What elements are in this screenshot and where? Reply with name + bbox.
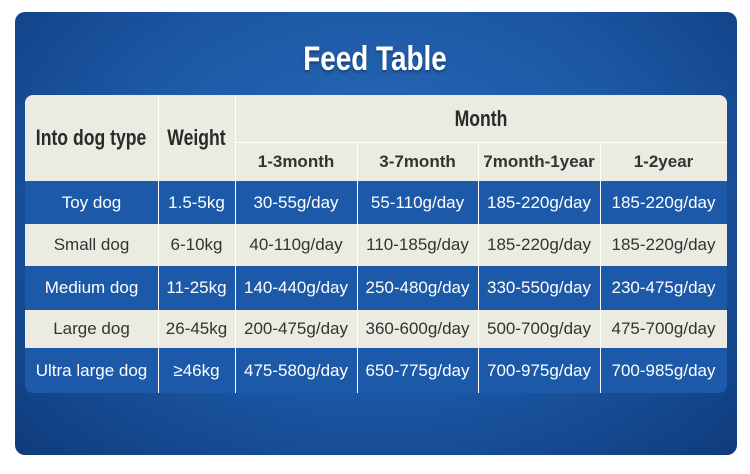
table-cell: Toy dog [25, 181, 158, 224]
table-cell: Ultra large dog [25, 348, 158, 393]
table-cell: 475-580g/day [235, 348, 357, 393]
column-header: Weight [158, 95, 235, 181]
subcolumn-header: 3-7month [357, 142, 478, 181]
table-cell: 11-25kg [158, 266, 235, 310]
table-cell: 185-220g/day [478, 224, 600, 266]
column-separator [600, 142, 601, 393]
table-cell: 1.5-5kg [158, 181, 235, 224]
table-cell: 230-475g/day [600, 266, 727, 310]
column-header: Into dog type [25, 95, 158, 181]
column-separator [235, 95, 236, 393]
table-cell: 250-480g/day [357, 266, 478, 310]
table-cell: 650-775g/day [357, 348, 478, 393]
table-cell: 185-220g/day [478, 181, 600, 224]
table-cell: 140-440g/day [235, 266, 357, 310]
column-separator [158, 95, 159, 393]
header-text: Month [454, 105, 508, 131]
row-separator [235, 142, 727, 143]
subcolumn-header: 1-3month [235, 142, 357, 181]
table-cell: 200-475g/day [235, 310, 357, 348]
table-cell: ≥46kg [158, 348, 235, 393]
table-cell: 185-220g/day [600, 181, 727, 224]
table-cell: 30-55g/day [235, 181, 357, 224]
table-cell: 40-110g/day [235, 224, 357, 266]
table-cell: 360-600g/day [357, 310, 478, 348]
group-header: Month [235, 95, 727, 142]
column-separator [357, 142, 358, 393]
table-cell: 110-185g/day [357, 224, 478, 266]
subcolumn-header: 1-2year [600, 142, 727, 181]
table-cell: 700-985g/day [600, 348, 727, 393]
subcolumn-header: 7month-1year [478, 142, 600, 181]
table-cell: 330-550g/day [478, 266, 600, 310]
table-cell: Small dog [25, 224, 158, 266]
column-separator [478, 142, 479, 393]
header-text: Weight [167, 125, 226, 150]
title: Feed Table [303, 40, 447, 78]
header-text: Into dog type [36, 125, 147, 150]
feed-table: Into dog type Weight Month 1-3month 3-7month… [25, 95, 727, 393]
table-cell: Medium dog [25, 266, 158, 310]
table-cell: Large dog [25, 310, 158, 348]
table-cell: 185-220g/day [600, 224, 727, 266]
table-cell: 475-700g/day [600, 310, 727, 348]
table-cell: 26-45kg [158, 310, 235, 348]
table-cell: 700-975g/day [478, 348, 600, 393]
table-cell: 55-110g/day [357, 181, 478, 224]
table-cell: 6-10kg [158, 224, 235, 266]
table-cell: 500-700g/day [478, 310, 600, 348]
